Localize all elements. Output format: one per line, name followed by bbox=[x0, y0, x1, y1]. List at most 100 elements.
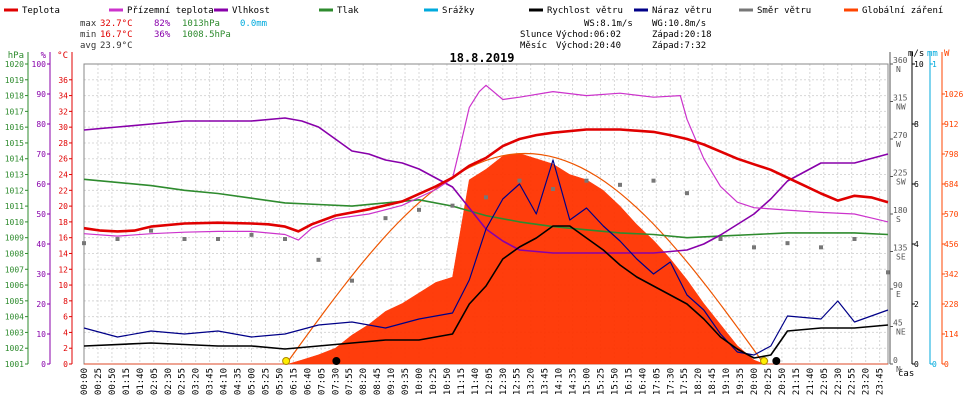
x-tick-label: 00:00 bbox=[80, 368, 90, 395]
pct-tick-label: 60 bbox=[36, 180, 46, 189]
stat-min-press: 1008.5hPa bbox=[182, 30, 231, 40]
hpa-tick-label: 1011 bbox=[5, 202, 24, 211]
x-tick-label: 06:15 bbox=[289, 368, 299, 395]
celsius-tick-label: 6 bbox=[63, 313, 68, 322]
x-tick-label: 20:25 bbox=[764, 368, 774, 395]
x-tick-label: 00:25 bbox=[94, 368, 104, 395]
direction-tick-label: 225 bbox=[893, 169, 908, 178]
legend: Teplota Přízemní teplota Vlhkost Tlak Srážky… bbox=[4, 6, 943, 16]
legend-label-teplota: Teplota bbox=[22, 6, 60, 16]
wm2-tick-label: 570 bbox=[944, 210, 959, 219]
x-tick-label: 03:20 bbox=[192, 368, 202, 395]
x-tick-label: 15:50 bbox=[610, 368, 620, 395]
ms-tick-label: 10 bbox=[914, 60, 924, 69]
wind-direction-point bbox=[383, 216, 388, 221]
hpa-tick-label: 1005 bbox=[5, 297, 24, 306]
x-tick-label: 14:10 bbox=[555, 368, 565, 395]
pct-unit-label: % bbox=[41, 51, 47, 61]
wind-direction-point bbox=[149, 228, 153, 233]
legend-label-vlhkost: Vlhkost bbox=[232, 6, 270, 16]
moonrise-marker bbox=[772, 357, 781, 365]
celsius-tick-label: 36 bbox=[58, 76, 68, 85]
hpa-tick-label: 1016 bbox=[5, 123, 24, 132]
celsius-tick-label: 10 bbox=[58, 281, 68, 290]
x-tick-label: 21:15 bbox=[792, 368, 802, 395]
x-tick-label: 16:40 bbox=[638, 368, 648, 395]
wm2-tick-label: 228 bbox=[944, 300, 959, 309]
legend-label-globalni-zareni: Globální záření bbox=[862, 6, 943, 16]
x-tick-label: 21:40 bbox=[806, 368, 816, 395]
sun-rise: Východ:06:02 bbox=[556, 30, 621, 40]
ms-tick-label: 6 bbox=[914, 180, 919, 189]
direction-tick-dir: W bbox=[896, 140, 901, 149]
x-tick-label: 19:10 bbox=[722, 368, 732, 395]
x-tick-label: 15:25 bbox=[596, 368, 606, 395]
sun-path-curve bbox=[285, 152, 765, 365]
direction-tick-label: 270 bbox=[893, 131, 908, 140]
x-tick-label: 17:30 bbox=[666, 368, 676, 395]
x-tick-label: 11:15 bbox=[457, 368, 467, 395]
hpa-tick-label: 1019 bbox=[5, 76, 24, 85]
series-naraz-vetru bbox=[83, 159, 889, 356]
mm-unit-label: mm bbox=[927, 49, 938, 59]
x-tick-label: 10:00 bbox=[415, 368, 425, 395]
celsius-tick-label: 26 bbox=[58, 155, 68, 164]
x-tick-label: 23:45 bbox=[876, 368, 886, 395]
sunrise-marker bbox=[282, 357, 291, 365]
wind-direction-point bbox=[283, 237, 287, 241]
stat-max-press: 1013hPa bbox=[182, 19, 220, 29]
pct-tick-label: 10 bbox=[36, 330, 46, 339]
pct-tick-label: 80 bbox=[36, 120, 46, 129]
hpa-tick-label: 1002 bbox=[5, 344, 24, 353]
hpa-tick-label: 1008 bbox=[5, 249, 24, 258]
hpa-tick-label: 1015 bbox=[5, 139, 24, 148]
x-tick-label: 12:55 bbox=[513, 368, 523, 395]
hpa-tick-label: 1017 bbox=[5, 107, 24, 116]
x-axis-label: čas bbox=[898, 368, 914, 379]
x-tick-label: 13:20 bbox=[527, 368, 537, 395]
direction-tick-label: 135 bbox=[893, 244, 908, 253]
ms-tick-label: 4 bbox=[914, 240, 919, 249]
wm2-tick-label: 114 bbox=[944, 330, 959, 339]
wind-direction-point bbox=[82, 241, 86, 246]
x-tick-label: 02:05 bbox=[150, 368, 160, 395]
direction-tick-dir: NE bbox=[896, 328, 906, 337]
sun-set: Západ:20:18 bbox=[652, 30, 712, 40]
stat-avg-label: avg bbox=[80, 41, 96, 51]
x-tick-label: 07:05 bbox=[317, 368, 327, 395]
celsius-tick-label: 2 bbox=[63, 344, 68, 353]
direction-tick-label: 0 bbox=[893, 356, 898, 365]
series-tlak bbox=[83, 178, 889, 239]
pct-tick-label: 70 bbox=[36, 150, 46, 159]
x-tick-label: 16:15 bbox=[624, 368, 634, 395]
moonset-marker bbox=[332, 357, 341, 365]
ms-tick-label: 0 bbox=[914, 360, 919, 369]
x-tick-label: 15:00 bbox=[583, 368, 593, 395]
x-tick-label: 12:05 bbox=[485, 368, 495, 395]
moon-rise: Východ:20:40 bbox=[556, 41, 621, 51]
hpa-tick-label: 1020 bbox=[5, 60, 24, 69]
series-teplota bbox=[83, 128, 889, 233]
markers-layer bbox=[282, 357, 781, 365]
wm2-tick-label: 0 bbox=[944, 360, 949, 369]
wind-direction-point bbox=[718, 237, 723, 241]
celsius-tick-label: 34 bbox=[58, 92, 68, 101]
direction-tick-dir: E bbox=[896, 290, 901, 299]
celsius-tick-label: 20 bbox=[58, 202, 68, 211]
wind-direction-point bbox=[752, 245, 756, 250]
wind-direction-point bbox=[450, 203, 455, 208]
sunset-marker bbox=[760, 357, 769, 365]
astro-block: WS:8.1m/s WG:10.8m/s Slunce Východ:06:02… bbox=[520, 19, 712, 51]
x-tick-label: 20:50 bbox=[778, 368, 788, 395]
x-tick-label: 09:35 bbox=[401, 368, 411, 395]
x-tick-label: 05:25 bbox=[261, 368, 271, 395]
stat-min-hum: 36% bbox=[154, 30, 171, 40]
moon-label: Měsíc bbox=[520, 41, 547, 51]
celsius-tick-label: 14 bbox=[58, 249, 68, 258]
celsius-tick-label: 4 bbox=[63, 328, 68, 337]
pct-tick-label: 30 bbox=[36, 270, 46, 279]
celsius-tick-label: 22 bbox=[58, 186, 68, 195]
wind-direction-point bbox=[115, 237, 120, 241]
x-tick-label: 10:50 bbox=[443, 368, 453, 395]
